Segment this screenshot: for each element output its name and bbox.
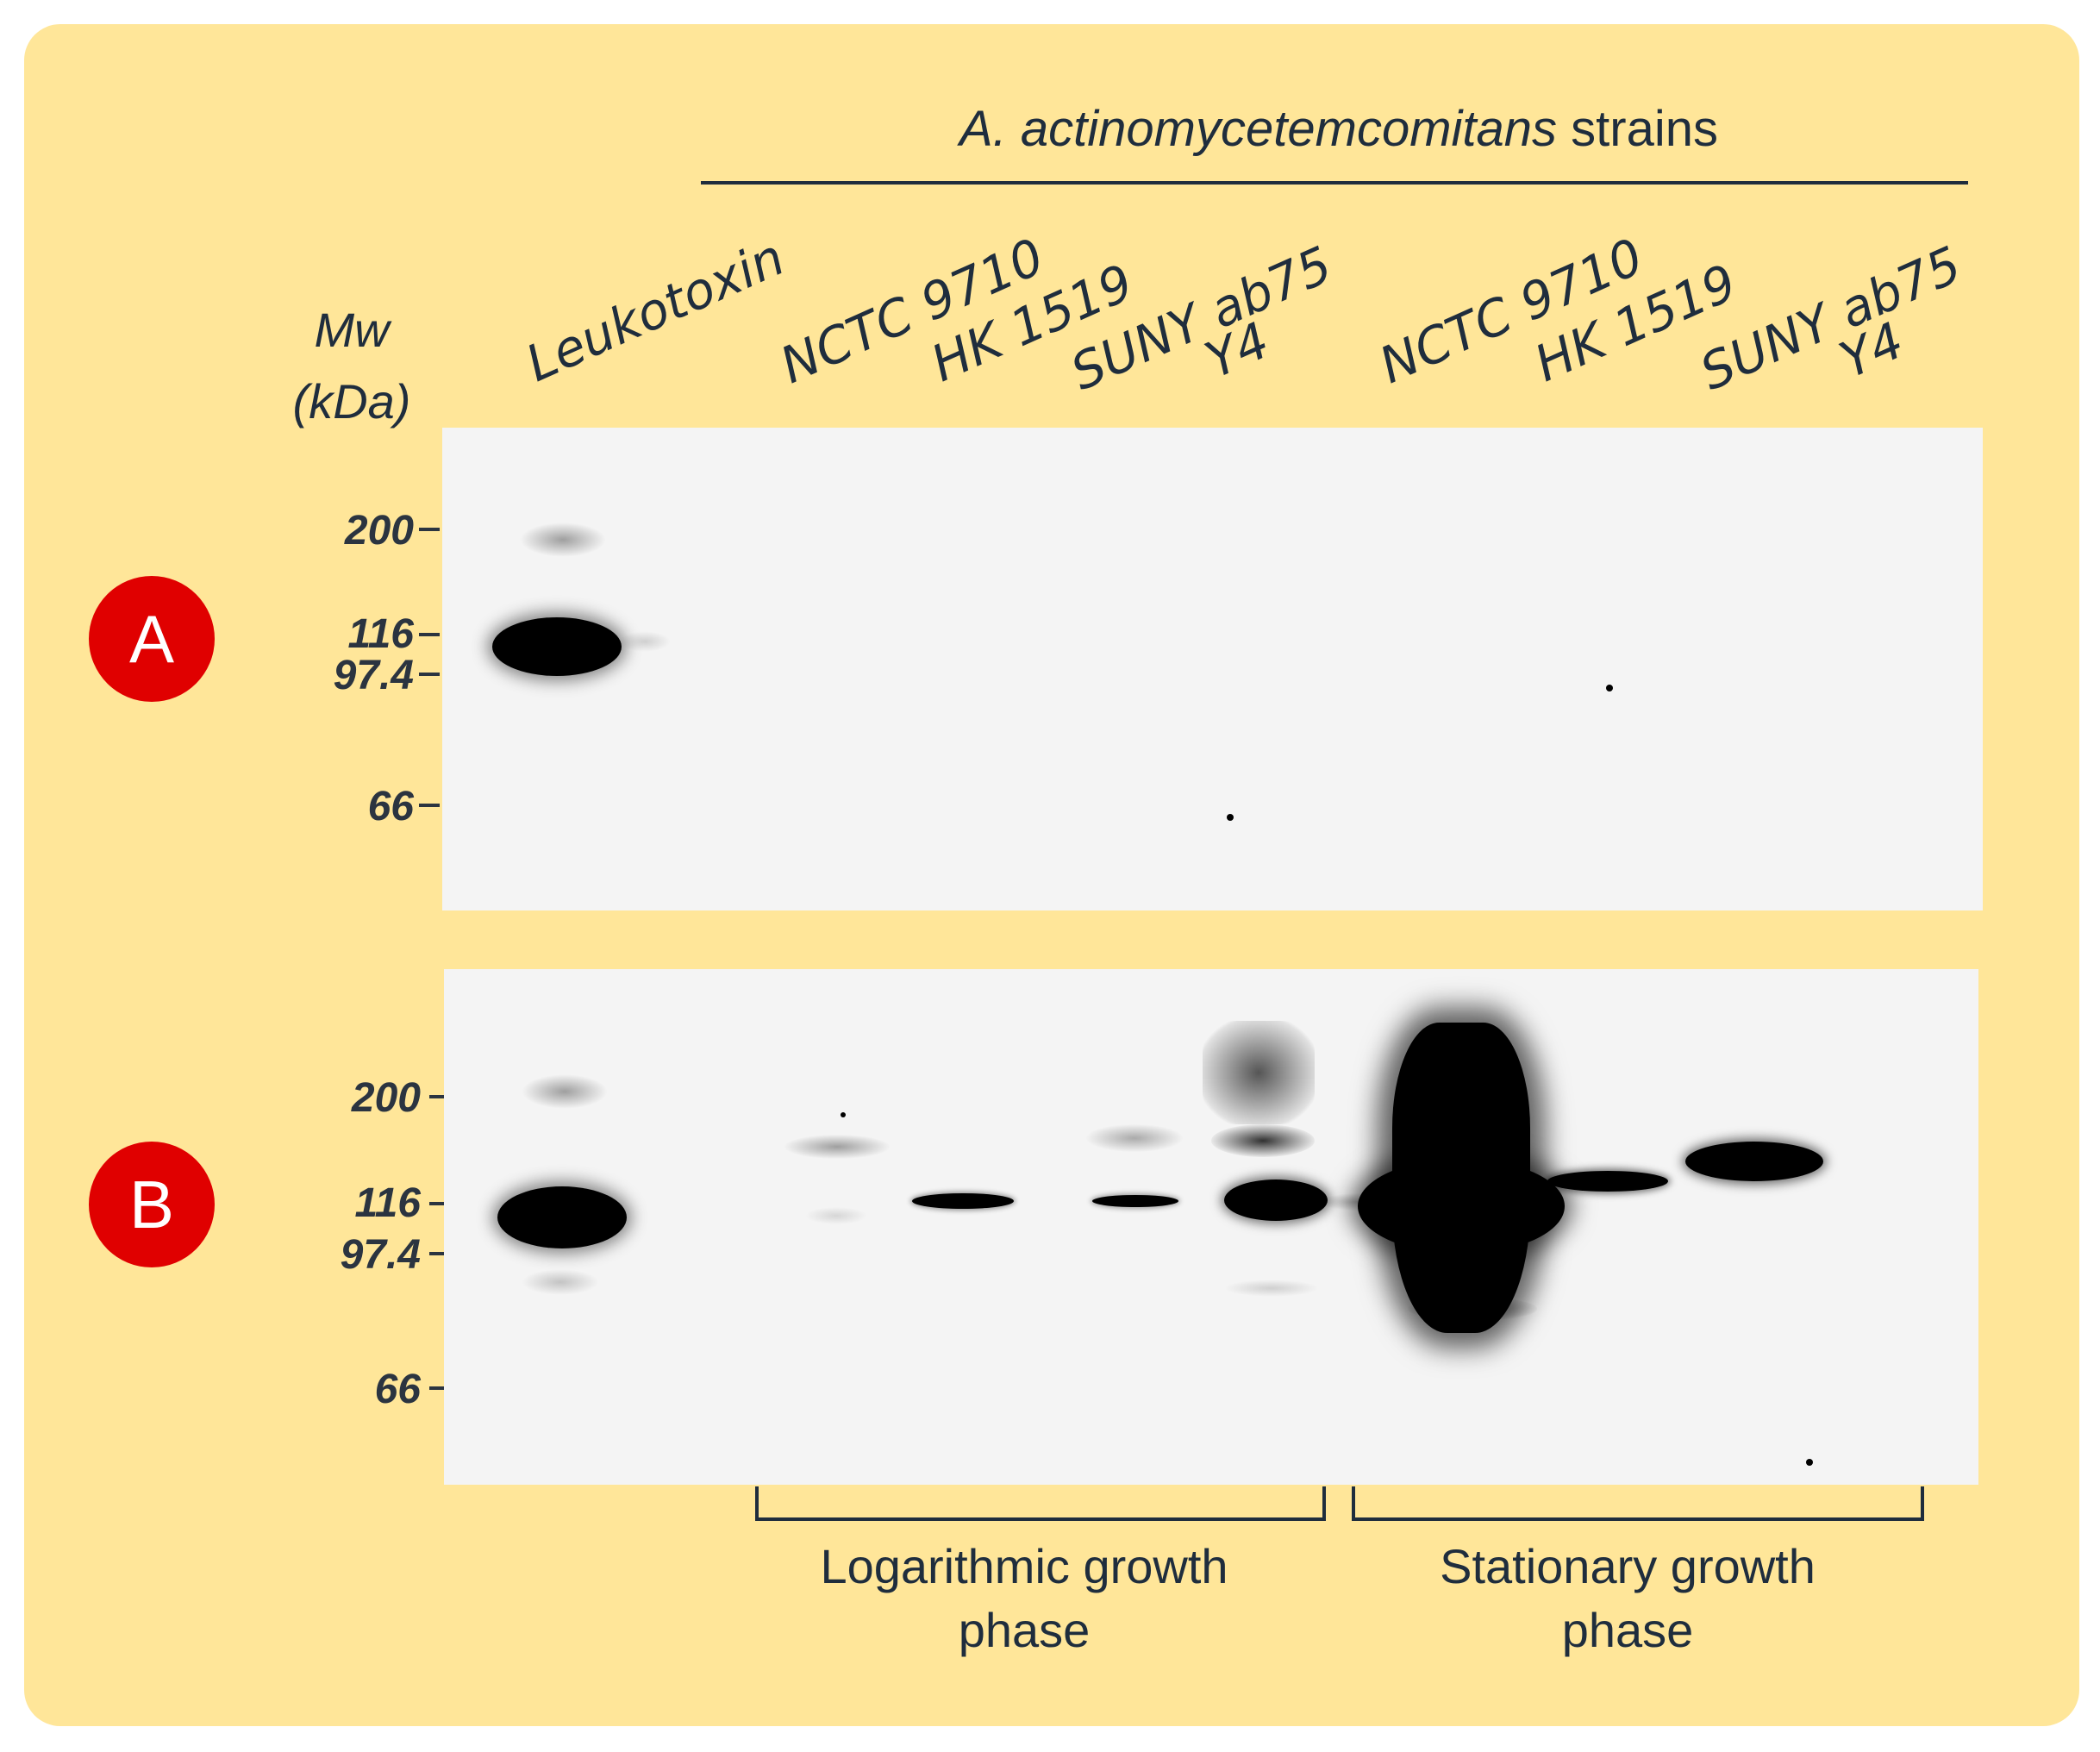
mw-title-line1: Mw <box>314 303 390 357</box>
band-b-log-y4-116 <box>1224 1179 1328 1221</box>
mw-b-200: 200 <box>351 1075 421 1121</box>
band-b-stat-hk1519-side <box>1358 1159 1565 1254</box>
band-b-log-nctc9710-lower <box>806 1207 866 1224</box>
band-b-log-hk1519-116 <box>912 1193 1014 1209</box>
tick-a-116 <box>419 633 440 636</box>
band-b-log-y4-faint <box>1224 1280 1319 1297</box>
phase-label-stationary: Stationary growth phase <box>1440 1539 1816 1657</box>
panel-b-badge: B <box>89 1142 215 1267</box>
mw-b-97: 97.4 <box>340 1232 421 1278</box>
figure-panel: A. actinomycetemcomitans strains Leukoto… <box>24 24 2079 1726</box>
band-a-leukotoxin-116 <box>492 617 622 676</box>
band-b-stat-y4-116 <box>1685 1142 1823 1181</box>
tick-a-200 <box>419 528 440 531</box>
mw-a-116: 116 <box>347 611 414 657</box>
band-b-log-suny-116 <box>1092 1195 1178 1207</box>
strains-word: strains <box>1557 101 1718 157</box>
band-b-leukotoxin-faint <box>522 1269 599 1295</box>
band-a-leukotoxin-faint <box>619 631 671 652</box>
band-b-log-y4-smear <box>1203 1021 1315 1124</box>
blot-panel-a <box>442 428 1983 910</box>
band-a-leukotoxin-200 <box>520 522 606 557</box>
species-header: A. actinomycetemcomitans strains <box>697 100 1981 158</box>
tick-b-116 <box>429 1202 450 1205</box>
bracket-stationary <box>1352 1486 1924 1521</box>
band-b-stat-suny-116 <box>1547 1171 1668 1192</box>
speck-b-2 <box>841 1112 846 1117</box>
mw-a-66: 66 <box>367 784 414 829</box>
mw-a-97: 97.4 <box>333 653 414 698</box>
band-b-leukotoxin-200 <box>522 1074 608 1109</box>
band-b-log-nctc9710-upper <box>784 1135 890 1159</box>
mw-b-66: 66 <box>374 1367 421 1412</box>
speck-a-1 <box>1606 685 1613 691</box>
mw-b-116: 116 <box>354 1180 421 1226</box>
band-b-log-y4-upper <box>1211 1124 1315 1157</box>
tick-b-66 <box>429 1386 450 1390</box>
mw-title-line2: (kDa) <box>292 374 411 429</box>
bracket-log <box>755 1486 1326 1521</box>
lane-label-leukotoxin: Leukotoxin <box>517 228 793 393</box>
tick-b-97 <box>429 1252 450 1255</box>
panel-a-badge: A <box>89 576 215 702</box>
speck-a-2 <box>1227 814 1234 821</box>
lane-label-stat-suny-ab75: SUNY ab75 <box>1691 235 1970 402</box>
blot-panel-b <box>444 969 1978 1485</box>
band-b-stat-hk1519-lower <box>1408 1297 1537 1321</box>
band-b-leukotoxin-116 <box>497 1186 627 1248</box>
mw-a-200: 200 <box>344 508 414 554</box>
species-name: A. actinomycetemcomitans <box>959 101 1558 157</box>
header-rule <box>701 181 1968 185</box>
tick-b-200 <box>429 1095 450 1098</box>
tick-a-97 <box>419 673 440 676</box>
speck-b-1 <box>1806 1459 1813 1466</box>
band-b-log-suny-upper <box>1086 1124 1183 1152</box>
phase-label-log: Logarithmic growth phase <box>820 1539 1228 1657</box>
tick-a-66 <box>419 804 440 807</box>
